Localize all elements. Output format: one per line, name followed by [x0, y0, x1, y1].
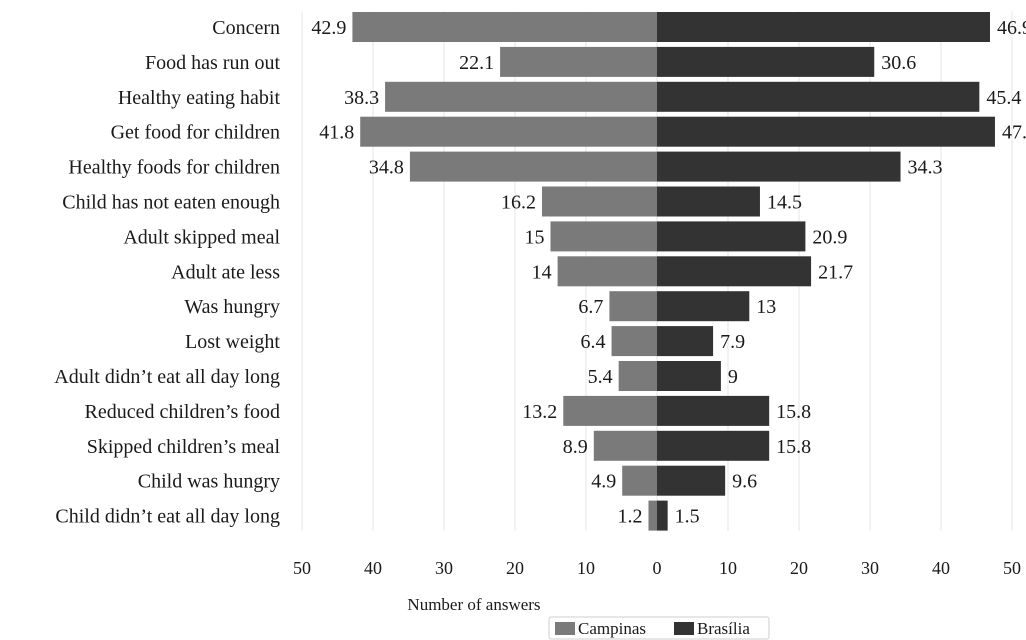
value-label: 7.9 — [720, 331, 745, 353]
category-label: Lost weight — [185, 331, 280, 353]
bar-campinas — [593, 430, 657, 461]
value-label: 42.9 — [311, 17, 346, 39]
x-tick-label: 40 — [932, 558, 950, 578]
value-label: 5.4 — [588, 366, 613, 388]
value-label: 22.1 — [459, 52, 494, 74]
value-label: 16.2 — [501, 192, 536, 214]
bars — [352, 12, 995, 531]
category-label: Reduced children’s food — [85, 401, 281, 423]
legend-swatch-campinas — [555, 622, 575, 635]
x-tick-label: 40 — [364, 558, 382, 578]
legend-label-brasília: Brasília — [697, 619, 750, 638]
value-label: 8.9 — [563, 436, 588, 458]
bar-brasília — [657, 116, 995, 147]
x-tick-label: 10 — [577, 558, 595, 578]
bar-campinas — [541, 186, 657, 217]
bar-brasília — [657, 12, 990, 42]
value-label: 20.9 — [812, 226, 847, 248]
bar-campinas — [557, 256, 657, 287]
category-label: Child has not eaten enough — [62, 192, 280, 214]
category-label: Adult didn’t eat all day long — [54, 366, 280, 388]
bar-brasília — [657, 500, 668, 531]
value-label: 1.5 — [675, 506, 700, 528]
category-label: Adult ate less — [171, 261, 280, 283]
bar-campinas — [360, 116, 657, 147]
value-label: 4.9 — [591, 471, 616, 493]
bar-brasília — [657, 256, 812, 287]
value-label: 46.9 — [997, 17, 1026, 39]
category-label: Food has run out — [145, 52, 280, 74]
category-label: Healthy eating habit — [118, 87, 281, 109]
value-label: 9 — [728, 366, 738, 388]
bar-brasília — [657, 291, 750, 322]
bar-brasília — [657, 395, 770, 426]
value-label: 6.7 — [578, 296, 603, 318]
value-label: 41.8 — [319, 122, 354, 144]
value-label: 9.6 — [732, 471, 757, 493]
value-label: 14.5 — [767, 192, 802, 214]
category-label: Child was hungry — [138, 471, 280, 493]
value-label: 45.4 — [986, 87, 1021, 109]
x-tick-label: 20 — [506, 558, 524, 578]
bar-brasília — [657, 221, 806, 252]
bar-brasília — [657, 46, 875, 77]
x-tick-label: 30 — [435, 558, 453, 578]
value-label: 14 — [532, 261, 552, 283]
value-label: 38.3 — [344, 87, 379, 109]
bar-campinas — [500, 46, 657, 77]
legend-box — [548, 616, 770, 640]
value-label: 6.4 — [581, 331, 606, 353]
x-tick-label: 10 — [719, 558, 737, 578]
bar-campinas — [618, 361, 657, 391]
bar-campinas — [622, 465, 657, 496]
x-axis-title: Number of answers — [407, 595, 540, 614]
value-label: 47.6 — [1002, 122, 1026, 144]
bar-brasília — [657, 361, 721, 391]
x-tick-label: 0 — [653, 558, 662, 578]
category-label: Child didn’t eat all day long — [55, 506, 280, 528]
category-label: Skipped children’s meal — [87, 436, 281, 458]
value-label: 30.6 — [881, 52, 916, 74]
category-label: Concern — [212, 17, 280, 39]
category-label: Get food for children — [111, 122, 280, 144]
value-labels: 42.9 46.9 22.1 30.6 38.3 45.4 41.8 47.6 34.8 34.3… — [311, 17, 1026, 528]
value-label: 15.8 — [776, 436, 811, 458]
value-label: 21.7 — [818, 261, 853, 283]
legend: Campinas Brasília — [548, 616, 770, 640]
bar-campinas — [409, 151, 657, 182]
bar-campinas — [550, 221, 657, 252]
bar-brasília — [657, 430, 770, 461]
x-tick-label: 50 — [293, 558, 311, 578]
legend-label-campinas: Campinas — [578, 619, 646, 638]
value-label: 13 — [756, 296, 776, 318]
category-labels: Concern Food has run out Healthy eating ha… — [54, 17, 280, 528]
value-label: 15.8 — [776, 401, 811, 423]
x-tick-label: 20 — [790, 558, 808, 578]
value-label: 1.2 — [617, 506, 642, 528]
x-tick-label: 50 — [1003, 558, 1021, 578]
bar-campinas — [648, 500, 657, 531]
bar-campinas — [609, 291, 657, 322]
value-label: 15 — [525, 226, 545, 248]
bar-campinas — [352, 12, 657, 42]
value-label: 13.2 — [522, 401, 557, 423]
bar-brasília — [657, 81, 980, 112]
bar-brasília — [657, 465, 726, 496]
legend-swatch-brasília — [674, 622, 694, 635]
x-tick-labels: 50403020100102030405060 — [293, 558, 1021, 578]
bar-brasília — [657, 151, 901, 182]
bar-brasília — [657, 186, 760, 217]
category-label: Was hungry — [184, 296, 280, 318]
bar-campinas — [563, 395, 657, 426]
bar-campinas — [611, 326, 657, 357]
category-label: Adult skipped meal — [123, 226, 280, 248]
value-label: 34.8 — [369, 157, 404, 179]
bar-campinas — [385, 81, 657, 112]
value-label: 34.3 — [908, 157, 943, 179]
x-tick-label: 30 — [861, 558, 879, 578]
category-label: Healthy foods for children — [68, 157, 280, 179]
bar-brasília — [657, 326, 714, 357]
